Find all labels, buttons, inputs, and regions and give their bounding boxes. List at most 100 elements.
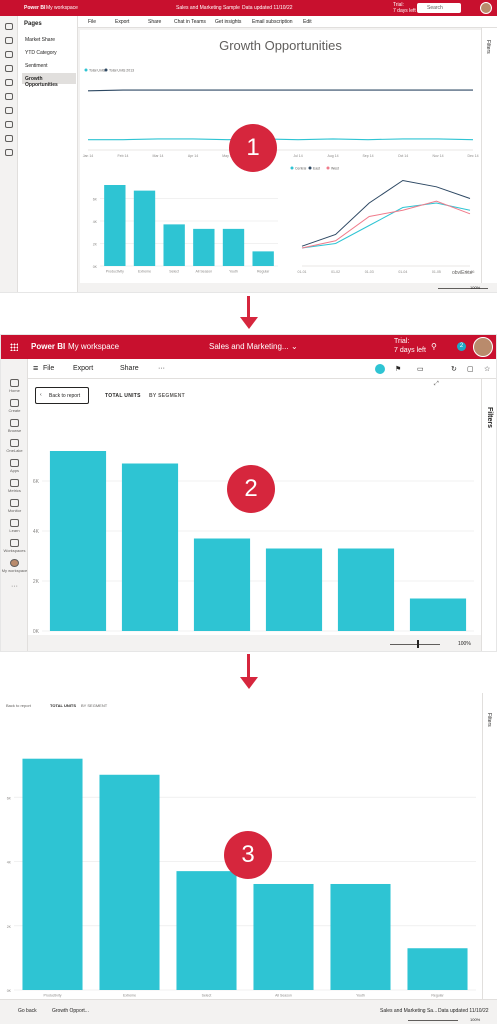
comment-icon[interactable]: ▢ — [467, 366, 474, 373]
page-tab[interactable]: Sentiment — [25, 63, 48, 69]
bar — [253, 883, 314, 990]
share-button[interactable]: Share — [120, 365, 139, 372]
y-tick-label: 6K — [7, 796, 12, 800]
line-chart-region[interactable]: 01-01 01-02 01-03 01-04 01-05 01-06 Central Eas… — [286, 162, 476, 280]
nav-browse[interactable]: Browse — [1, 419, 28, 433]
nav-my-workspace[interactable]: My workspace — [1, 559, 28, 573]
legend-label: Total Units — [89, 69, 106, 73]
x-tick-label: Productivity — [43, 994, 61, 998]
more-options-icon[interactable]: ··· — [158, 365, 165, 372]
my-workspace-icon — [10, 559, 19, 567]
workspace-label[interactable]: My workspace — [68, 342, 120, 351]
email-subscription-button[interactable]: Email subscription — [252, 19, 293, 25]
nav-metrics[interactable]: Metrics — [1, 479, 28, 493]
hamburger-icon[interactable]: ≡ — [33, 363, 39, 373]
create-icon[interactable] — [5, 37, 13, 44]
nav-workspaces[interactable]: Workspaces — [1, 539, 28, 553]
bar-chart-small[interactable]: 0K 2K 4K 6K Productivity Extreme Select All Sea… — [84, 162, 284, 280]
x-tick-label: Mar 14 — [153, 154, 164, 158]
nav-onelake[interactable]: OneLake — [1, 439, 28, 453]
zoom-value: 100% — [470, 285, 481, 290]
report-title: Growth Opportunities — [219, 38, 342, 53]
export-menu[interactable]: Export — [73, 365, 94, 372]
export-menu[interactable]: Export — [115, 19, 130, 25]
zoom-slider[interactable] — [408, 1020, 458, 1021]
report-name[interactable]: Sales and Marketing Sample — [176, 5, 240, 11]
refresh-icon[interactable]: ↻ — [451, 366, 457, 373]
workspaces-icon[interactable] — [5, 135, 13, 142]
favorite-icon[interactable]: ☆ — [484, 366, 491, 373]
edit-button[interactable]: Edit — [303, 19, 312, 25]
filters-pane[interactable]: Filters — [481, 28, 497, 283]
report-toolbar: ≡ File Export Share ··· ⚑ ▭ ↻ ▢ ☆ — [28, 359, 496, 379]
focus-mode-icon[interactable]: ⤢ — [434, 381, 439, 387]
learn-icon[interactable] — [5, 121, 13, 128]
x-tick-label: Select — [202, 994, 212, 998]
bar — [337, 548, 395, 631]
app-launcher-icon[interactable] — [10, 343, 18, 351]
x-tick-label: Aug 14 — [327, 154, 338, 158]
chevron-left-icon: ‹ — [40, 392, 42, 398]
legend-marker — [326, 166, 330, 170]
filters-pane[interactable]: Filters — [482, 693, 497, 1003]
search-input[interactable]: Search — [417, 3, 461, 13]
legend-label: Total Units 2013 — [109, 69, 134, 73]
zoom-thumb[interactable] — [417, 640, 419, 648]
nav-create[interactable]: Create — [1, 399, 28, 413]
apps-icon[interactable] — [5, 79, 13, 86]
avatar[interactable] — [480, 2, 492, 14]
get-insights-button[interactable]: Get insights — [215, 19, 242, 25]
nav-home[interactable]: Home — [1, 379, 28, 393]
sync-icon[interactable] — [375, 364, 385, 374]
chevron-down-icon[interactable]: ⌄ — [291, 342, 298, 351]
monitor-icon — [10, 499, 19, 507]
view-icon[interactable]: ▭ — [417, 366, 424, 373]
page-tab-active[interactable]: Growth Opportunities — [22, 73, 76, 88]
chat-in-teams-button[interactable]: Chat in Teams — [174, 19, 206, 25]
back-to-report-button[interactable]: ‹ Back to report — [35, 387, 89, 404]
report-screen-1: Power BI My workspace Sales and Marketin… — [0, 0, 497, 293]
avatar[interactable] — [473, 337, 493, 357]
zoom-slider[interactable] — [390, 644, 440, 645]
x-tick-label: 01-02 — [331, 270, 340, 274]
file-menu[interactable]: File — [88, 19, 97, 25]
share-button[interactable]: Share — [148, 19, 162, 25]
go-back-button[interactable]: Go back — [18, 1008, 37, 1014]
filters-pane[interactable]: Filters — [481, 379, 496, 651]
file-menu[interactable]: File — [43, 365, 55, 372]
home-icon[interactable] — [5, 23, 13, 30]
zoom-slider[interactable] — [438, 288, 488, 289]
monitor-icon[interactable] — [5, 107, 13, 114]
page-tab[interactable]: Market Share — [25, 37, 56, 43]
brand-label[interactable]: Power BI — [24, 5, 46, 11]
back-to-report-link[interactable]: Back to report — [6, 703, 31, 708]
bar — [49, 451, 107, 631]
tab-total-units[interactable]: TOTAL UNITS — [105, 393, 141, 399]
bar — [252, 251, 274, 266]
my-workspace-icon[interactable] — [5, 149, 13, 156]
nav-monitor[interactable]: Monitor — [1, 499, 28, 513]
legend-marker — [84, 68, 88, 72]
brand-label[interactable]: Power BI — [31, 342, 66, 351]
notification-badge[interactable]: 2 — [457, 342, 466, 351]
nav-apps[interactable]: Apps — [1, 459, 28, 473]
metrics-icon[interactable] — [5, 93, 13, 100]
search-icon[interactable]: ⚲ — [431, 342, 437, 351]
more-icon[interactable]: ··· — [11, 583, 18, 590]
browse-icon[interactable] — [5, 51, 13, 58]
bar — [163, 224, 185, 266]
nav-learn[interactable]: Learn — [1, 519, 28, 533]
workspace-label[interactable]: My workspace — [46, 5, 78, 11]
onelake-icon[interactable] — [5, 65, 13, 72]
y-tick-label: 2K — [93, 243, 98, 247]
page-tab[interactable]: Growth Opport... — [52, 1008, 89, 1014]
bookmark-icon[interactable]: ⚑ — [395, 366, 402, 373]
report-name[interactable]: Sales and Marketing... — [209, 342, 289, 351]
tab-total-units[interactable]: TOTAL UNITS — [50, 703, 76, 708]
tab-by-segment[interactable]: BY SEGMENT — [81, 703, 108, 708]
tab-by-segment[interactable]: BY SEGMENT — [149, 393, 185, 399]
page-tab[interactable]: YTD Category — [25, 50, 57, 56]
